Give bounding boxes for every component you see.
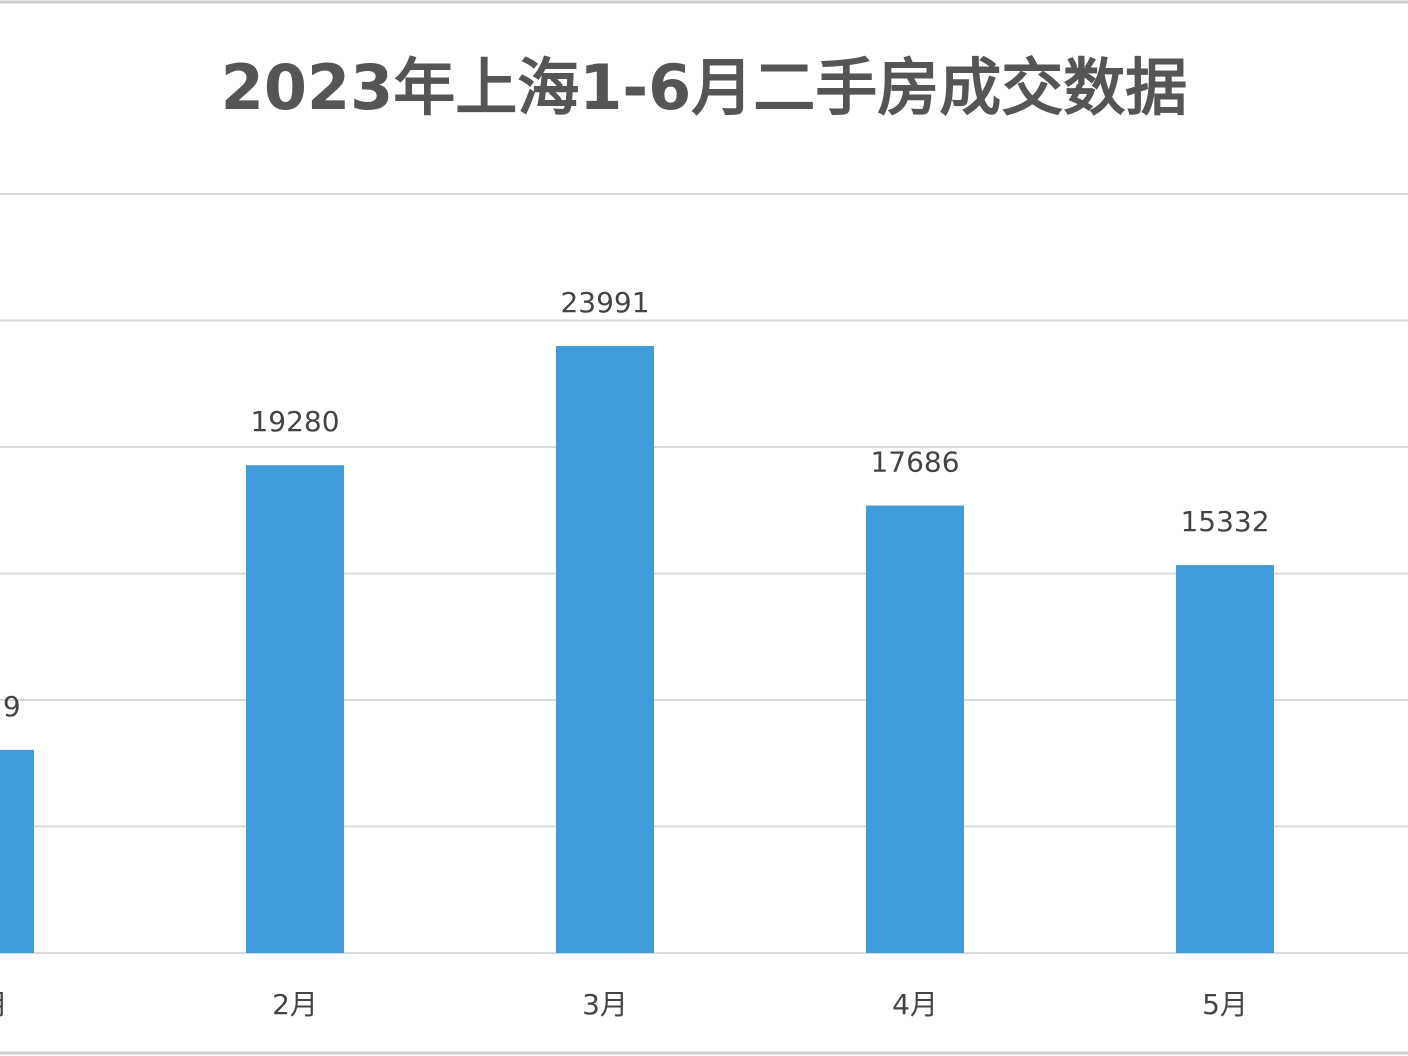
x-tick-label: 1月 bbox=[0, 988, 8, 1021]
x-tick-label: 2月 bbox=[272, 988, 318, 1021]
value-label: 8029 bbox=[0, 690, 21, 723]
bar bbox=[0, 749, 34, 953]
value-label: 19280 bbox=[250, 405, 339, 438]
value-label: 15332 bbox=[1180, 505, 1269, 538]
x-tick-label: 4月 bbox=[892, 988, 938, 1021]
bar bbox=[1176, 565, 1274, 953]
x-tick-label: 3月 bbox=[582, 988, 628, 1021]
bar bbox=[246, 465, 344, 953]
value-label: 17686 bbox=[870, 446, 959, 479]
chart-title: 2023年上海1-6月二手房成交数据 bbox=[221, 51, 1188, 124]
bar bbox=[556, 346, 654, 953]
value-label: 23991 bbox=[560, 286, 649, 319]
x-tick-label: 5月 bbox=[1202, 988, 1248, 1021]
bar bbox=[866, 505, 964, 953]
